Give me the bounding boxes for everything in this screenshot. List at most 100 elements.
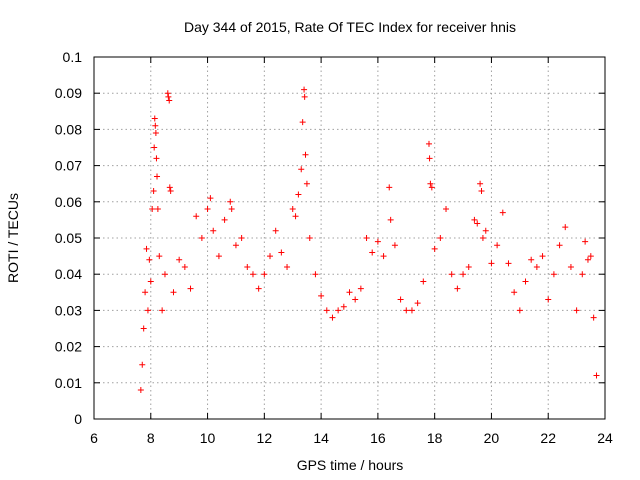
data-point xyxy=(227,198,234,205)
x-axis-label: GPS time / hours xyxy=(297,457,404,473)
data-point xyxy=(161,271,168,278)
data-point xyxy=(154,173,161,180)
data-point xyxy=(357,285,364,292)
data-point xyxy=(255,285,262,292)
data-point xyxy=(301,93,308,100)
x-tick-label: 18 xyxy=(427,430,443,446)
x-tick-label: 24 xyxy=(597,430,613,446)
data-point xyxy=(167,187,174,194)
data-point xyxy=(329,314,336,321)
y-tick-label: 0.08 xyxy=(55,121,82,137)
data-point xyxy=(152,130,159,137)
data-point xyxy=(590,314,597,321)
data-points xyxy=(137,86,600,394)
y-tick-label: 0.06 xyxy=(55,194,82,210)
axis-ticks xyxy=(93,56,606,420)
data-point xyxy=(140,325,147,332)
data-point xyxy=(151,115,158,122)
data-point xyxy=(193,213,200,220)
data-point xyxy=(289,206,296,213)
data-point xyxy=(477,180,484,187)
data-point xyxy=(427,180,434,187)
data-point xyxy=(232,242,239,249)
data-point xyxy=(146,256,153,263)
data-point xyxy=(431,245,438,252)
data-point xyxy=(471,216,478,223)
y-tick-labels: 0 0.01 0.02 0.03 0.04 0.05 0.06 0.07 0.08 0.09 0.1 xyxy=(55,49,82,427)
data-point xyxy=(533,263,540,270)
data-point xyxy=(244,263,251,270)
data-point xyxy=(340,303,347,310)
data-point xyxy=(295,191,302,198)
data-point xyxy=(539,253,546,260)
data-point xyxy=(374,238,381,245)
data-point xyxy=(210,227,217,234)
x-tick-labels: 6 8 10 12 14 16 18 20 22 24 xyxy=(90,430,613,446)
data-point xyxy=(363,235,370,241)
x-tick-label: 20 xyxy=(484,430,500,446)
data-point xyxy=(516,307,523,314)
data-point xyxy=(312,271,319,278)
data-point xyxy=(204,206,211,213)
grid-lines xyxy=(94,57,605,419)
data-point xyxy=(499,209,506,216)
data-point xyxy=(408,307,415,314)
data-point xyxy=(550,271,557,278)
data-point xyxy=(165,93,172,100)
y-tick-label: 0.1 xyxy=(63,49,83,65)
data-point xyxy=(303,180,310,187)
data-point xyxy=(159,307,166,314)
data-point xyxy=(166,97,173,104)
data-point xyxy=(284,263,291,270)
data-point xyxy=(152,122,159,129)
data-point xyxy=(166,184,173,191)
data-point xyxy=(176,256,183,263)
data-point xyxy=(391,242,398,249)
data-point xyxy=(403,307,410,314)
data-point xyxy=(562,224,569,231)
data-point xyxy=(221,216,228,223)
data-point xyxy=(448,271,455,278)
data-point xyxy=(278,249,285,256)
data-point xyxy=(306,235,313,241)
data-point xyxy=(573,307,580,314)
data-point xyxy=(301,86,308,93)
data-point xyxy=(346,289,353,296)
data-point xyxy=(482,227,489,234)
data-point xyxy=(579,271,586,278)
y-tick-label: 0.01 xyxy=(55,375,82,391)
y-tick-label: 0.09 xyxy=(55,85,82,101)
data-point xyxy=(488,260,495,267)
data-point xyxy=(369,249,376,256)
data-point xyxy=(147,278,154,285)
data-point xyxy=(478,187,485,194)
x-tick-label: 22 xyxy=(540,430,556,446)
data-point xyxy=(181,263,188,270)
y-tick-label: 0.04 xyxy=(55,266,82,282)
data-point xyxy=(479,235,486,241)
data-point xyxy=(425,140,432,147)
y-tick-label: 0.05 xyxy=(55,230,82,246)
data-point xyxy=(528,256,535,263)
data-point xyxy=(505,260,512,267)
data-point xyxy=(511,289,518,296)
data-point xyxy=(238,235,245,241)
data-point xyxy=(545,296,552,303)
data-point xyxy=(143,245,150,252)
data-point xyxy=(522,278,529,285)
data-point xyxy=(144,307,151,314)
x-tick-label: 6 xyxy=(90,430,98,446)
data-point xyxy=(153,155,160,162)
data-point xyxy=(387,216,394,223)
data-point xyxy=(386,184,393,191)
data-point xyxy=(261,271,268,278)
data-point xyxy=(207,195,214,202)
y-tick-label: 0.07 xyxy=(55,158,82,174)
data-point xyxy=(292,213,299,220)
x-tick-label: 8 xyxy=(147,430,155,446)
data-point xyxy=(428,184,435,191)
data-point xyxy=(584,256,591,263)
data-point xyxy=(420,278,427,285)
y-tick-label: 0 xyxy=(74,411,82,427)
